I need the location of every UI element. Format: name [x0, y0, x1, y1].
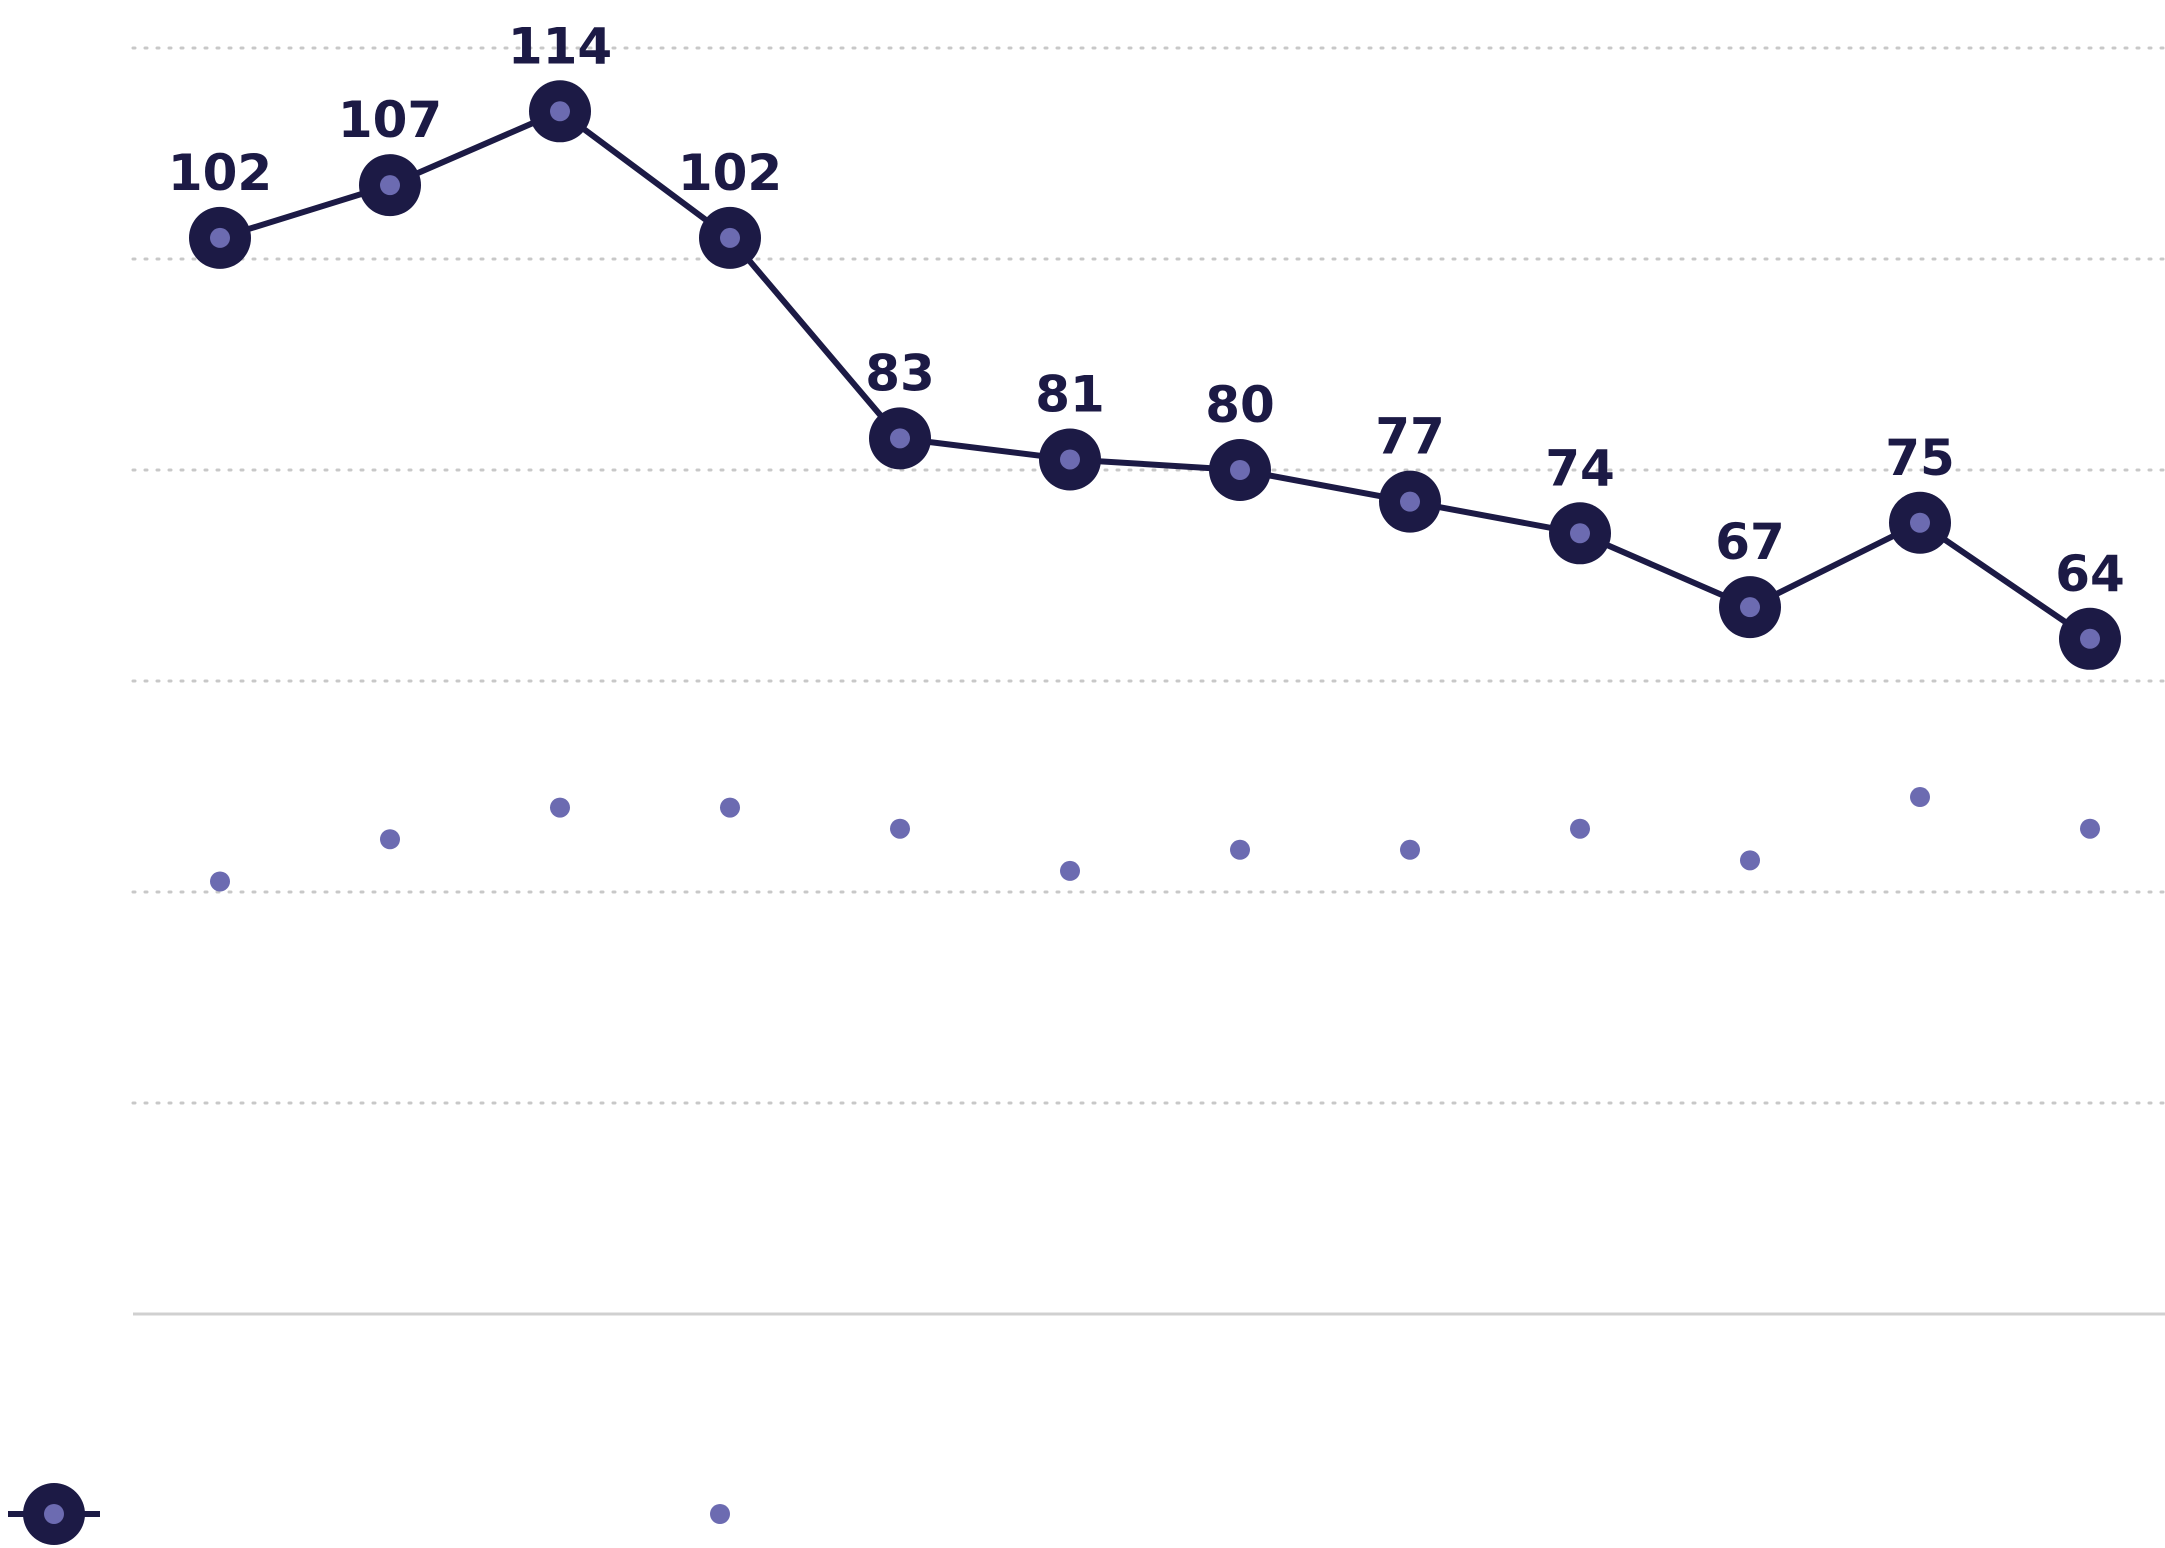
series-1-point-center — [2080, 628, 2100, 649]
series-1-point — [869, 407, 931, 470]
series-1-point — [359, 154, 421, 217]
series-1-point — [1209, 439, 1271, 501]
series-1-point-center — [1060, 449, 1080, 470]
grid-lines — [131, 46, 2165, 1105]
series-1-point-center — [1740, 597, 1760, 618]
data-label: 80 — [1205, 376, 1275, 434]
series-1-point-center — [890, 428, 910, 449]
series-1-point — [1549, 502, 1611, 565]
legend-item-series-2 — [710, 1504, 730, 1524]
series-1-point-center — [550, 101, 570, 122]
data-label: 102 — [168, 144, 272, 202]
series-1-point-center — [1230, 460, 1250, 480]
series-1-point — [1889, 491, 1951, 554]
series-2-point — [380, 829, 400, 850]
data-label: 74 — [1545, 439, 1615, 497]
series-1-line — [219, 108, 2092, 642]
series-2-point — [890, 818, 910, 839]
series-1-point — [2059, 607, 2121, 670]
series-2-point — [2080, 818, 2100, 839]
series-2-markers — [210, 787, 2100, 892]
legend — [8, 1483, 730, 1545]
series-1-point — [1039, 428, 1101, 491]
data-label: 64 — [2055, 545, 2125, 603]
legend-swatch-center — [44, 1504, 64, 1524]
series-2-point — [1910, 787, 1930, 808]
series-2-point — [1230, 839, 1250, 860]
series-2-point — [720, 797, 740, 818]
series-2-point — [210, 871, 230, 892]
series-1-point — [699, 206, 761, 269]
series-1-point — [1379, 470, 1441, 533]
series-1-point — [529, 80, 591, 143]
legend-swatch-dot — [710, 1504, 730, 1524]
series-1-point — [189, 206, 251, 269]
series-2-point — [1570, 818, 1590, 839]
data-label: 114 — [508, 17, 612, 75]
data-label: 75 — [1885, 429, 1955, 487]
series-1-point — [1719, 576, 1781, 639]
data-label: 81 — [1035, 365, 1105, 423]
data-label: 107 — [338, 91, 442, 149]
data-label: 77 — [1375, 408, 1445, 466]
series-2-point — [1060, 860, 1080, 881]
series-1-point-center — [1570, 523, 1590, 544]
series-1-point-center — [720, 227, 740, 248]
series-1-point-center — [380, 175, 400, 196]
series-1-point-center — [210, 227, 230, 248]
series-2-point — [550, 797, 570, 818]
series-2-point — [1740, 850, 1760, 871]
legend-item-series-1 — [8, 1483, 100, 1545]
data-label: 67 — [1715, 513, 1785, 571]
series-1-point-center — [1910, 512, 1930, 533]
data-label: 102 — [678, 144, 782, 202]
data-label: 83 — [865, 344, 935, 402]
series-2-point — [1400, 839, 1420, 860]
series-1-point-center — [1400, 491, 1420, 512]
series-1-markers — [189, 80, 2121, 670]
data-labels: 102 107 114 102 83 81 80 77 74 67 75 64 — [168, 17, 2125, 603]
